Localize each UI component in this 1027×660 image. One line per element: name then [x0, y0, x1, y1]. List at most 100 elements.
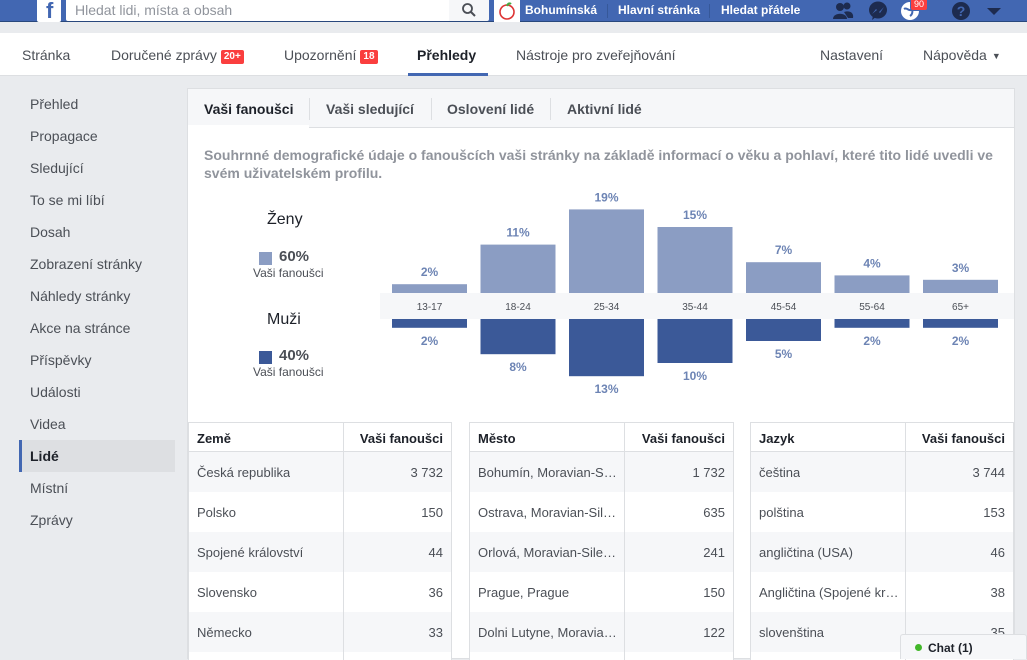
language-name-cell: angličtina (USA): [759, 545, 853, 560]
subtab-your-followers[interactable]: Vaši sledující: [326, 101, 414, 117]
language-column-header[interactable]: Jazyk: [759, 431, 795, 446]
svg-text:?: ?: [957, 3, 966, 19]
active-tab-indicator: [408, 73, 488, 76]
sidebar-item-10[interactable]: Videa: [30, 416, 66, 432]
sidebar-item-0[interactable]: Přehled: [30, 96, 79, 112]
country-name-cell: Polsko: [197, 505, 237, 520]
divider: [550, 98, 551, 120]
tab-publishing-tools[interactable]: Nástroje pro zveřejňování: [516, 47, 676, 63]
men-bar-35-44[interactable]: [657, 319, 733, 363]
women-bar-65+[interactable]: [923, 279, 998, 293]
sidebar-item-9[interactable]: Události: [30, 384, 81, 400]
women-bar-label: 2%: [421, 265, 439, 279]
profile-link[interactable]: Bohumínská: [525, 3, 598, 17]
sidebar-item-3[interactable]: To se mi líbí: [30, 192, 105, 208]
tab-insights[interactable]: Přehledy: [417, 47, 477, 63]
tab-settings[interactable]: Nastavení: [820, 47, 884, 63]
women-bar-55-64[interactable]: [834, 275, 910, 293]
fans-count-cell: 241: [703, 545, 725, 560]
language-name-cell: čeština: [759, 465, 801, 480]
country-name-cell: Slovensko: [197, 585, 257, 600]
age-tick-label: 65+: [952, 302, 969, 313]
women-bar-45-54[interactable]: [746, 262, 821, 293]
search-icon: [462, 3, 476, 17]
table-row: Dolni Lutyne, Moravian… 122: [470, 612, 733, 652]
fans-column-header[interactable]: Vaši fanoušci: [921, 431, 1005, 446]
city-column-header[interactable]: Město: [478, 431, 516, 446]
language-table: Jazyk Vaši fanoušci čeština 3 744 polština 15…: [750, 422, 1014, 660]
fans-column-header[interactable]: Vaši fanoušci: [359, 431, 443, 446]
language-table-header: Jazyk Vaši fanoušci: [751, 422, 1013, 452]
sidebar-item-12[interactable]: Místní: [30, 480, 69, 496]
fans-count-cell: 46: [990, 545, 1005, 560]
fans-count-cell: 153: [983, 505, 1005, 520]
language-name-cell: slovenština: [759, 625, 825, 640]
city-name-cell: Dolni Lutyne, Moravian…: [478, 625, 618, 640]
subtab-your-fans[interactable]: Vaši fanoušci: [204, 101, 294, 117]
men-bar-label: 8%: [509, 360, 527, 374]
account-menu-chevron-down-icon[interactable]: [983, 1, 1005, 21]
sidebar-item-7[interactable]: Akce na stránce: [30, 320, 131, 336]
men-bar-55-64[interactable]: [834, 319, 910, 328]
demographics-description: Souhrnné demografické údaje o fanoušcích…: [204, 147, 993, 181]
fans-count-cell: 38: [990, 585, 1005, 600]
tab-notifications[interactable]: Upozornění 18: [284, 47, 378, 64]
table-row: Slovensko 36: [189, 572, 451, 612]
sidebar-item-8[interactable]: Příspěvky: [30, 352, 92, 368]
fans-count-cell: 150: [703, 585, 725, 600]
help-dropdown[interactable]: Nápověda ▼: [923, 47, 1001, 63]
women-bar-label: 11%: [506, 226, 530, 240]
sidebar-item-13[interactable]: Zprávy: [30, 512, 73, 528]
tab-page[interactable]: Stránka: [22, 47, 71, 63]
help-dropdown-label: Nápověda: [923, 47, 987, 63]
age-tick-label: 13-17: [417, 302, 443, 313]
table-row: Angličtina (Spojené krá… 38: [751, 572, 1013, 612]
divider: [709, 4, 710, 18]
column-divider: [343, 422, 344, 660]
friend-requests-icon[interactable]: [832, 1, 854, 21]
page-navigation: Stránka Doručené zprávy 20+ Upozornění 18 …: [0, 33, 1027, 76]
sidebar-item-11[interactable]: Lidé: [19, 440, 175, 472]
caret-down-icon: ▼: [991, 51, 1001, 61]
search-button[interactable]: [449, 0, 489, 21]
men-bar-45-54[interactable]: [746, 319, 821, 341]
sidebar-item-6[interactable]: Náhledy stránky: [30, 288, 131, 304]
sidebar-item-5[interactable]: Zobrazení stránky: [30, 256, 143, 272]
sidebar-item-1[interactable]: Propagace: [30, 128, 98, 144]
profile-avatar[interactable]: [494, 0, 520, 22]
fans-column-header[interactable]: Vaši fanoušci: [641, 431, 725, 446]
active-subtab-indicator: [188, 125, 309, 128]
country-column-header[interactable]: Země: [197, 431, 231, 446]
find-friends-link[interactable]: Hledat přátele: [721, 3, 801, 17]
search-input[interactable]: Hledat lidi, místa a obsah: [66, 0, 449, 21]
women-bar-35-44[interactable]: [657, 227, 733, 293]
age-tick-label: 45-54: [771, 302, 797, 313]
men-bar-18-24[interactable]: [480, 319, 556, 355]
facebook-logo-icon[interactable]: f: [37, 0, 61, 22]
sidebar-item-2[interactable]: Sledující: [30, 160, 84, 176]
table-row: Polsko 150: [189, 492, 451, 532]
women-color-swatch: [259, 252, 272, 265]
women-bar-18-24[interactable]: [480, 244, 556, 293]
women-bar-label: 4%: [863, 256, 881, 270]
men-bar-13-17[interactable]: [392, 319, 467, 328]
home-link[interactable]: Hlavní stránka: [618, 3, 701, 17]
men-bar-65+[interactable]: [923, 319, 998, 328]
country-table: Země Vaši fanoušci Česká republika 3 732 Pol…: [188, 422, 452, 660]
men-color-swatch: [259, 351, 272, 364]
tab-inbox[interactable]: Doručené zprávy 20+: [111, 47, 244, 64]
subtab-people-reached[interactable]: Oslovení lidé: [447, 101, 535, 117]
people-subtabs: Vaši fanoušci Vaši sledující Oslovení li…: [188, 89, 1014, 128]
country-name-cell: Spojené království: [197, 545, 304, 560]
help-icon[interactable]: ?: [950, 1, 972, 21]
women-bar-label: 7%: [775, 243, 793, 257]
women-bar-25-34[interactable]: [569, 209, 644, 293]
women-bar-13-17[interactable]: [392, 284, 467, 293]
subtab-people-engaged[interactable]: Aktivní lidé: [567, 101, 642, 117]
messenger-icon[interactable]: [867, 1, 889, 21]
men-bar-25-34[interactable]: [569, 319, 644, 377]
sidebar-item-4[interactable]: Dosah: [30, 224, 71, 240]
fans-count-cell: 3 744: [972, 465, 1005, 480]
insights-sidebar: Přehled Propagace Sledující To se mi líbí Do…: [19, 88, 175, 536]
chat-bar[interactable]: Chat (1): [900, 634, 1027, 659]
